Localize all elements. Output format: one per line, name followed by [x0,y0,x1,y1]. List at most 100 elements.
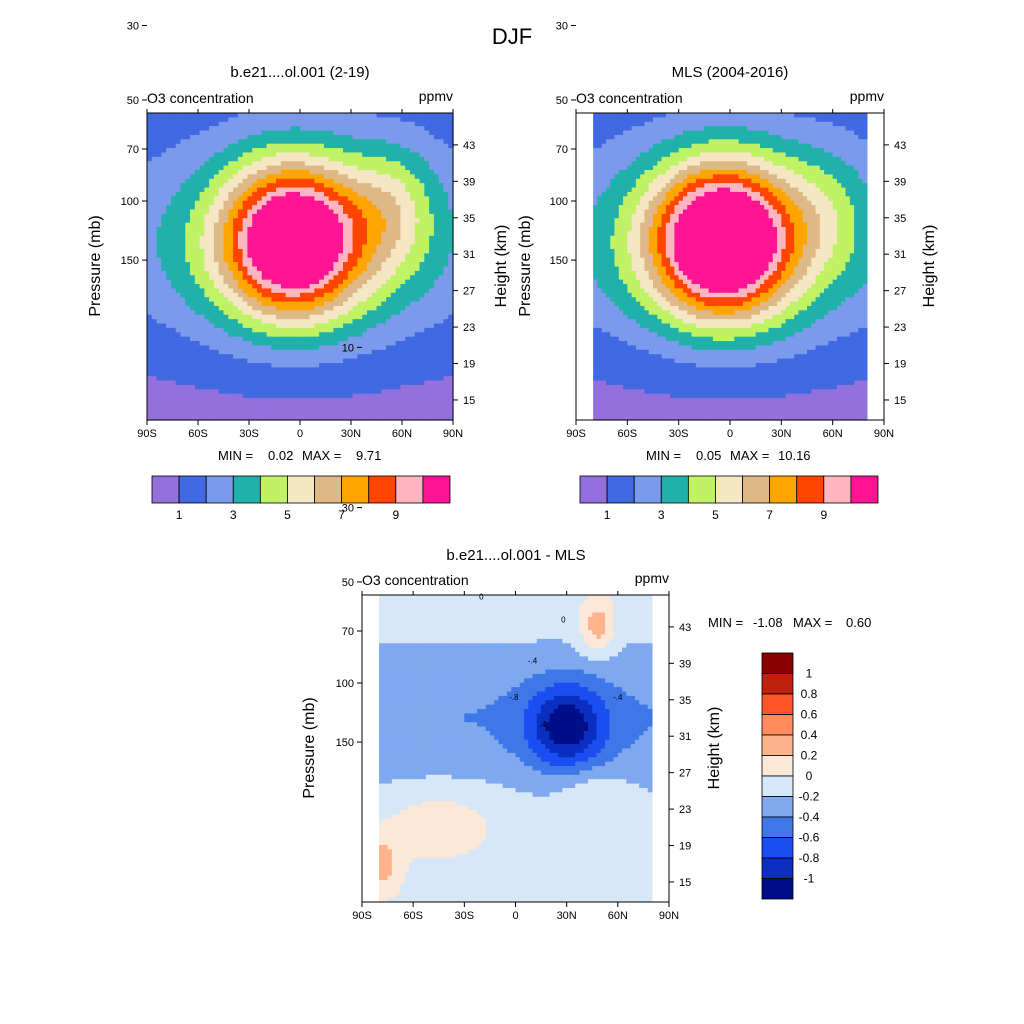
contour-cell [443,152,449,158]
contour-cell [443,244,449,250]
contour-cell [209,389,215,395]
contour-cell [333,336,339,342]
contour-cell [276,341,282,347]
contour-cell [166,354,172,360]
contour-cell [223,336,229,342]
height-tick-label: 43 [463,140,475,152]
contour-cell [395,314,402,320]
contour-cell [314,270,320,276]
contour-cell [199,170,205,175]
contour-cell [371,297,378,303]
contour-cell [271,213,277,219]
contour-cell [261,205,268,211]
contour-cell [280,196,287,202]
contour-cell [631,139,637,145]
contour-cell [161,253,167,259]
contour-cell [228,257,234,263]
contour-cell [386,187,392,193]
contour-cell [347,148,354,154]
contour-cell [409,384,416,390]
contour-cell [347,139,354,145]
contour-cell [438,209,445,215]
contour-cell [333,117,339,123]
contour-cell [156,380,162,386]
contour-cell [371,113,378,118]
contour-cell [429,341,435,347]
contour-cell [194,305,201,311]
contour-cell [832,113,838,118]
contour-cell [734,139,740,145]
contour-cell [180,314,186,320]
contour-cell [362,191,368,197]
contour-cell [204,398,210,404]
contour-cell [343,235,349,241]
contour-cell [247,156,253,162]
contour-cell [343,174,349,180]
contour-cell [405,121,411,127]
contour-cell [252,134,258,140]
contour-cell [237,319,244,325]
contour-cell [381,411,387,417]
contour-cell [386,310,392,316]
contour-cell [429,134,435,140]
contour-cell [280,415,287,421]
contour-cell [295,191,301,197]
contour-cell [448,297,454,303]
contour-cell [223,393,229,399]
contour-cell [395,297,402,303]
contour-cell [448,266,454,272]
contour-cell [390,284,397,290]
contour-cell [347,253,354,259]
contour-cell [271,143,277,149]
contour-cell [276,301,282,307]
contour-cell [194,121,201,127]
contour-cell [424,349,430,355]
contour-cell [333,327,339,333]
contour-cell [228,152,234,158]
contour-cell [285,161,292,167]
contour-cell [338,262,344,268]
contour-cell [314,292,320,298]
contour-cell [648,130,654,136]
contour-cell [194,270,201,276]
contour-cell [371,200,378,206]
contour-cell [166,187,172,193]
contour-cell [271,205,277,211]
contour-cell [261,178,268,184]
contour-cell [319,244,325,250]
contour-cell [175,297,182,303]
contour-cell [433,191,440,197]
contour-cell [314,371,320,377]
contour-cell [343,406,349,412]
contour-cell [328,191,335,197]
contour-cell [314,196,320,202]
contour-cell [209,174,215,180]
contour-cell [209,240,215,246]
contour-cell [247,218,253,224]
contour-cell [209,301,215,307]
contour-cell [438,205,445,211]
contour-cell [381,178,387,184]
contour-cell [381,148,387,154]
contour-cell [419,284,425,290]
contour-cell [261,240,268,246]
contour-cell [276,161,282,167]
contour-cell [237,336,244,342]
contour-cell [323,222,330,228]
contour-cell [151,248,158,254]
contour-cell [161,227,167,233]
contour-cell [204,341,210,347]
contour-cell [233,222,239,228]
contour-cell [156,209,162,215]
contour-cell [386,253,392,259]
contour-cell [190,227,196,233]
contour-cell [357,126,363,132]
colorbar-swatch [151,475,180,504]
contour-cell [347,389,354,395]
contour-cell [199,240,205,246]
contour-cell [347,336,354,342]
contour-cell [209,319,215,325]
contour-cell [209,371,215,377]
contour-cell [338,222,344,228]
contour-cell [290,314,296,320]
